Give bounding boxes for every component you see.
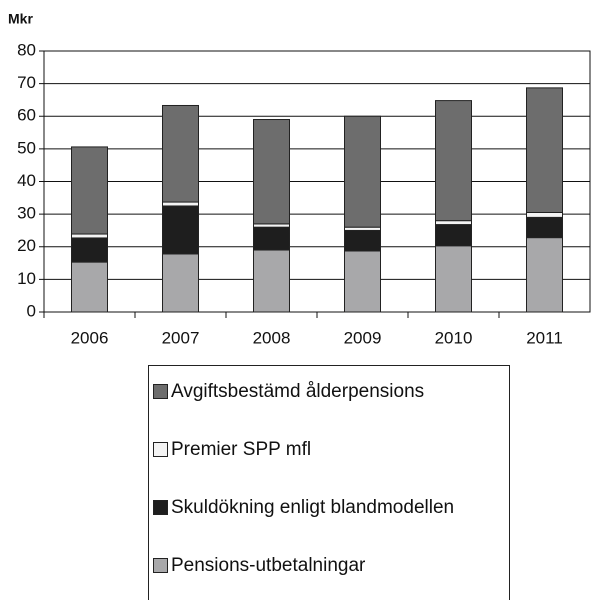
legend-item: Avgiftsbestämd ålderpensions	[153, 380, 503, 403]
y-tick-label: 40	[17, 171, 36, 190]
bar-segment	[344, 250, 381, 313]
y-tick-label: 70	[17, 73, 36, 92]
bar-segment	[435, 220, 472, 226]
y-tick-label: 10	[17, 269, 36, 288]
legend-label: Premier SPP mfl	[171, 439, 312, 460]
bar-segment	[253, 226, 290, 251]
bar-segment	[526, 237, 563, 313]
y-tick-label: 20	[17, 236, 36, 255]
legend-swatch	[153, 558, 168, 573]
bar-segment	[253, 249, 290, 313]
y-tick-label: 60	[17, 106, 36, 125]
bar-segment	[71, 261, 108, 313]
x-tick-label: 2009	[344, 328, 382, 347]
legend-item: Skuldökning enligt blandmodellen	[153, 496, 503, 519]
x-tick-label: 2007	[162, 328, 200, 347]
y-tick-label: 30	[17, 204, 36, 223]
bar-segment	[162, 205, 199, 255]
bar-segment	[162, 201, 199, 207]
bar-segment	[71, 237, 108, 263]
y-tick-label: 50	[17, 138, 36, 157]
bar-segment	[526, 211, 563, 218]
y-tick-label: 0	[27, 301, 36, 320]
bar-segment	[435, 224, 472, 247]
legend-item: Premier SPP mfl	[153, 438, 503, 461]
legend-swatch	[153, 500, 168, 515]
x-tick-label: 2008	[253, 328, 291, 347]
legend: Avgiftsbestämd ålderpensions Premier SPP …	[148, 365, 510, 600]
legend-label: Pensions-utbetalningar	[171, 555, 366, 576]
legend-swatch	[153, 384, 168, 399]
bar-segment	[435, 100, 472, 222]
bar-segment	[526, 216, 563, 239]
y-axis-label: Mkr	[8, 11, 33, 27]
bar-segment	[344, 115, 381, 228]
bar-segment	[162, 104, 199, 203]
bar-segment	[253, 119, 290, 225]
legend-swatch	[153, 442, 168, 457]
bar-segment	[344, 229, 381, 252]
bar-segment	[435, 245, 472, 313]
x-tick-label: 2006	[71, 328, 109, 347]
x-tick-label: 2010	[435, 328, 473, 347]
bar-segment	[162, 253, 199, 313]
chart: Mkr 0 10 20 30 40 50 60 70 80 2006 2007 2008 2009 201…	[8, 11, 591, 347]
bar-segment	[526, 87, 563, 213]
legend-label: Avgiftsbestämd ålderpensions	[171, 381, 425, 402]
y-tick-label: 80	[17, 40, 36, 59]
x-tick-label: 2011	[526, 328, 563, 347]
bar-segment	[71, 233, 108, 239]
legend-item: Pensions-utbetalningar	[153, 554, 503, 577]
bar-segment	[71, 146, 108, 235]
legend-label: Skuldökning enligt blandmodellen	[171, 497, 455, 518]
